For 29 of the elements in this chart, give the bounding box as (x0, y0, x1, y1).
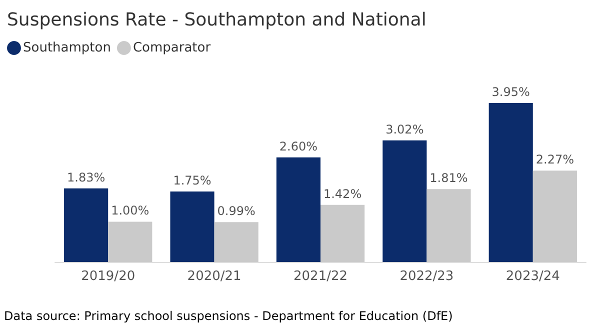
data-label: 0.99% (217, 204, 256, 218)
data-label: 1.00% (111, 204, 150, 218)
bar (426, 189, 471, 262)
chart-title: Suspensions Rate - Southampton and National (7, 10, 426, 30)
bar (488, 103, 533, 262)
source-note: Data source: Primary school suspensions - Department for Education (DfE) (4, 309, 453, 323)
bar (276, 157, 320, 262)
bar (382, 140, 427, 262)
x-tick-label: 2021/22 (293, 269, 348, 284)
x-tick-label: 2023/24 (506, 269, 560, 284)
bar (320, 204, 365, 262)
data-label: 3.02% (386, 122, 424, 136)
legend-label: Comparator (132, 40, 212, 56)
bar (214, 222, 258, 262)
bar (170, 192, 214, 262)
legend-label: Southampton (23, 40, 111, 56)
bar (64, 188, 108, 262)
data-label: 1.83% (67, 170, 106, 184)
x-tick-label: 2020/21 (187, 269, 242, 284)
data-label: 2.60% (279, 139, 318, 154)
data-label: 1.81% (430, 171, 468, 186)
x-tick-label: 2022/23 (400, 269, 454, 284)
bar (108, 222, 152, 262)
bar (532, 170, 577, 262)
data-label: 1.42% (323, 186, 362, 201)
x-tick-label: 2019/20 (81, 269, 136, 284)
data-label: 2.27% (536, 152, 574, 167)
data-label: 1.75% (173, 174, 212, 188)
data-label: 3.95% (492, 85, 530, 99)
